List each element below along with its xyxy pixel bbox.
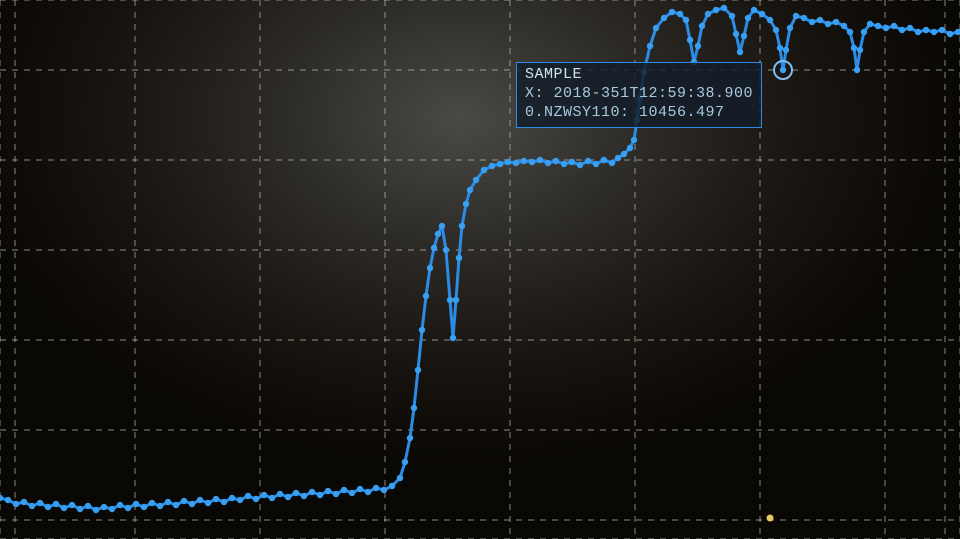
telemetry-chart[interactable]: SAMPLE X: 2018-351T12:59:38.900 0.NZWSY1… [0,0,960,539]
chart-svg [0,0,960,539]
